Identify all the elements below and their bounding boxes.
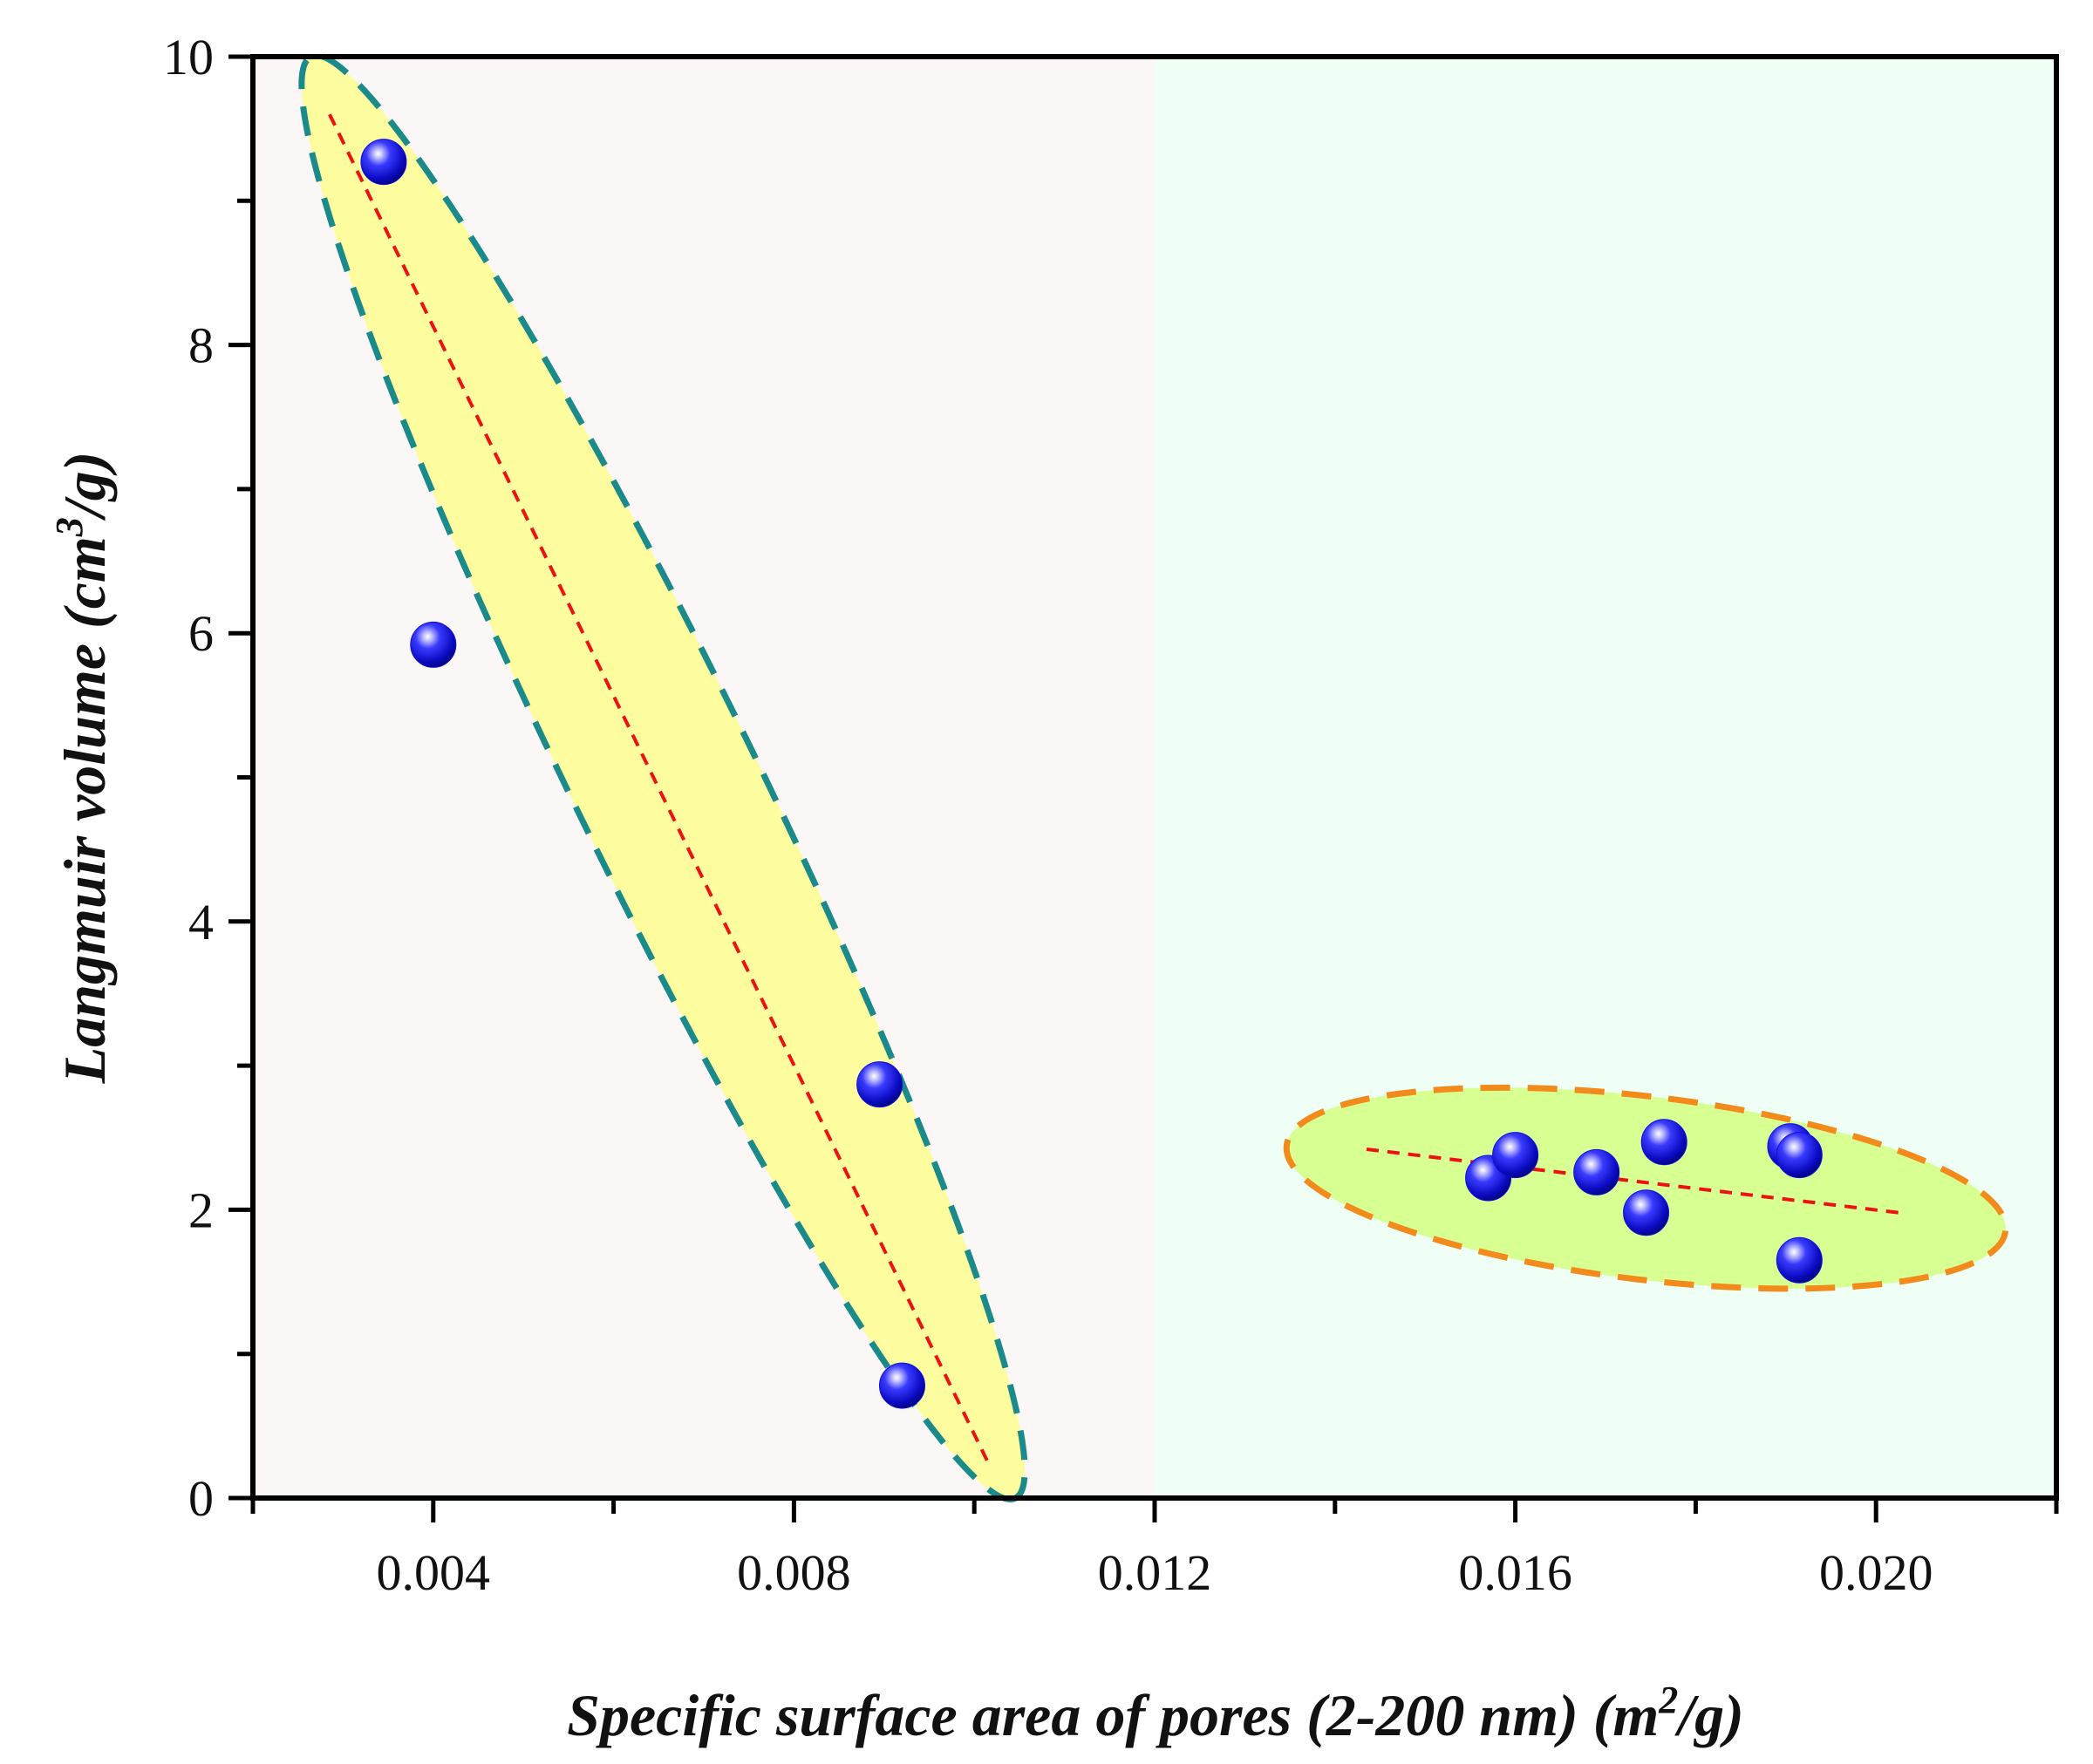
tick-labels: 0.004 0.008 0.012 0.016 0.020 0 2 4 6 8 10 (163, 29, 1933, 1601)
data-point-g2-8 (1776, 1236, 1823, 1284)
x-tick-label: 0.004 (377, 1544, 491, 1601)
data-point-g2-5 (1640, 1119, 1687, 1166)
cluster-ellipse-2 (1283, 1084, 2009, 1292)
data-point-g1-2 (410, 621, 457, 668)
trendlines (328, 113, 1899, 1463)
data-point-g2-3 (1573, 1148, 1620, 1195)
x-tick-label: 0.008 (737, 1544, 851, 1601)
y-tick-label: 0 (188, 1470, 214, 1527)
x-tick-label: 0.012 (1098, 1544, 1212, 1601)
trendline-2 (1366, 1147, 1899, 1215)
background-region-2 (1155, 57, 2056, 1498)
y-tick-label: 6 (188, 605, 214, 662)
y-axis-title: Langmuir volume (cm3/g) (48, 452, 118, 1085)
y-tick-label: 2 (188, 1182, 214, 1238)
x-axis-title: Specific surface area of pores (2-200 nm… (567, 1679, 1744, 1748)
y-tick-label: 10 (163, 29, 214, 85)
background-regions (253, 57, 2056, 1498)
data-point-g2-7 (1776, 1132, 1823, 1179)
data-point-g1-1 (360, 139, 407, 186)
x-tick-label: 0.020 (1819, 1544, 1933, 1601)
axes (228, 54, 2059, 1522)
x-tick-label: 0.016 (1458, 1544, 1572, 1601)
data-point-g2-4 (1623, 1189, 1670, 1236)
cluster-ellipses (298, 52, 2009, 1502)
data-point-g1-3 (856, 1061, 903, 1108)
data-point-g2-2 (1492, 1132, 1539, 1179)
y-tick-label: 4 (188, 894, 214, 950)
y-tick-label: 8 (188, 317, 214, 374)
data-points (360, 139, 1823, 1409)
data-point-g1-4 (878, 1362, 925, 1409)
